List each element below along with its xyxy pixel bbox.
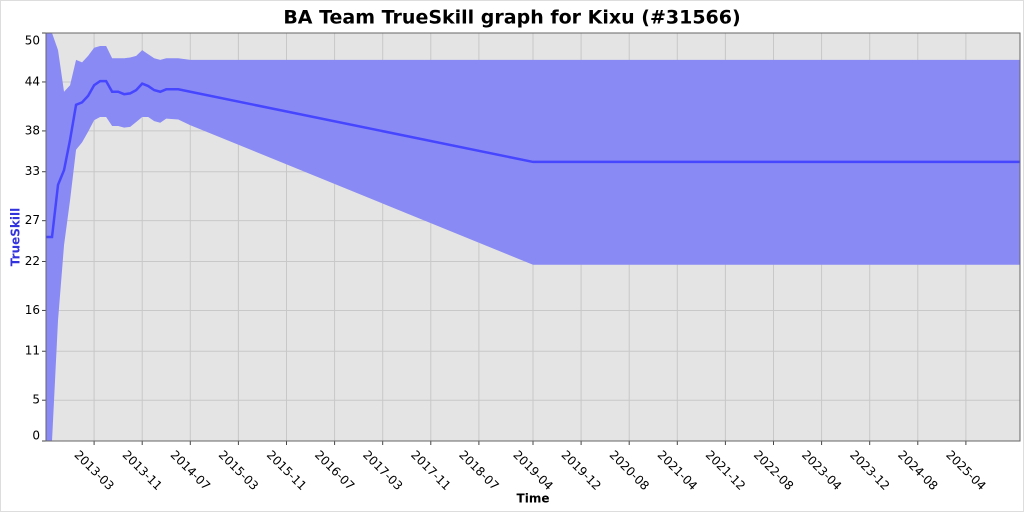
y-tick-label: 22 — [25, 254, 40, 268]
plot-border — [45, 32, 1021, 442]
chart-title: BA Team TrueSkill graph for Kixu (#31566… — [283, 7, 740, 29]
y-tick-label: 5 — [32, 393, 40, 407]
y-tick-label: 50 — [25, 34, 40, 48]
y-tick-label: 44 — [25, 74, 40, 88]
trueskill-line — [46, 79, 1020, 239]
confidence-band — [46, 33, 1020, 441]
y-tick-label: 27 — [25, 213, 40, 227]
y-tick-label: 33 — [25, 164, 40, 178]
y-tick-label: 16 — [25, 303, 40, 317]
x-axis-label: Time — [517, 492, 550, 506]
y-tick-label: 0 — [32, 429, 40, 443]
y-tick-label: 38 — [25, 123, 40, 137]
y-axis-label: TrueSkill — [9, 208, 23, 266]
y-tick-label: 11 — [25, 344, 40, 358]
